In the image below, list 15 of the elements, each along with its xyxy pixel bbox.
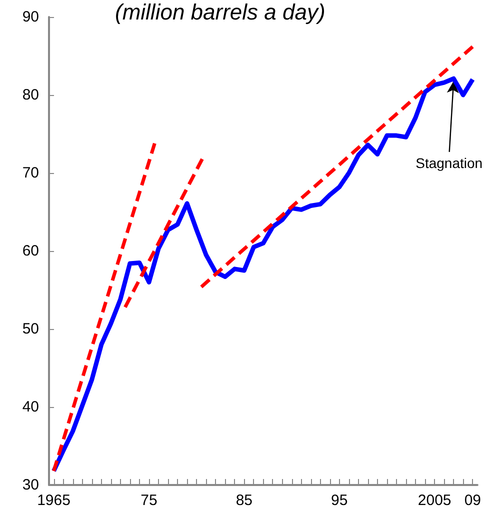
x-tick-label: 75: [140, 492, 158, 509]
x-tick-label: 85: [236, 492, 253, 509]
y-tick-label: 40: [22, 398, 39, 416]
y-tick-label: 30: [22, 476, 39, 494]
y-tick-label: 80: [22, 86, 39, 104]
y-tick-label: 90: [22, 8, 39, 26]
x-tick-label: 09: [464, 492, 481, 509]
x-tick-label: 1965: [37, 492, 70, 509]
chart-title: (million barrels a day): [115, 0, 326, 24]
x-tick-label: 2005: [418, 492, 452, 509]
annotation: Stagnation: [416, 154, 483, 171]
x-tick-label: 95: [331, 492, 348, 509]
y-tick-label: 50: [22, 320, 39, 338]
y-tick-label: 60: [22, 242, 39, 260]
y-tick-label: 70: [22, 164, 39, 182]
